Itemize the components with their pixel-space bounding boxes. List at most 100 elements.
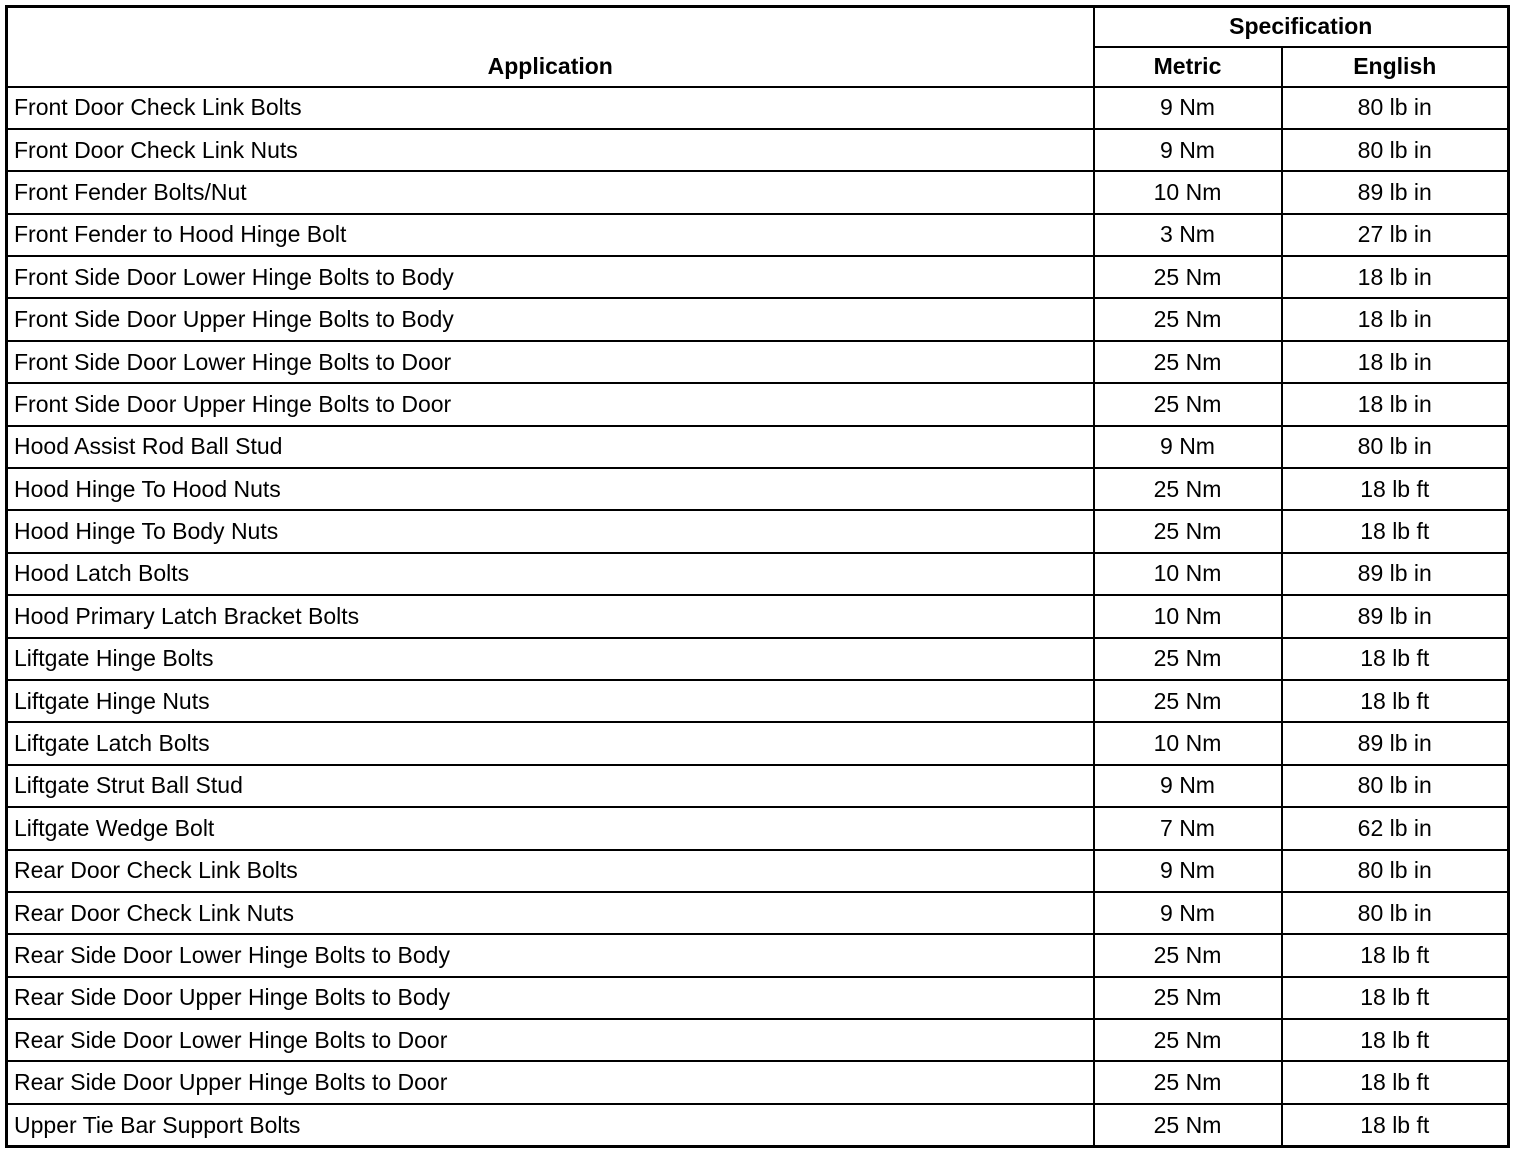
english-cell: 89 lb in <box>1280 721 1510 766</box>
application-header: Application <box>5 5 1095 88</box>
application-cell: Hood Hinge To Body Nuts <box>5 509 1095 554</box>
table-row: Rear Side Door Upper Hinge Bolts to Body… <box>5 975 1510 1021</box>
metric-cell: 10 Nm <box>1092 170 1283 215</box>
table-row: Rear Side Door Lower Hinge Bolts to Door… <box>5 1018 1510 1063</box>
english-cell: 18 lb ft <box>1280 933 1510 978</box>
english-header: English <box>1280 45 1510 88</box>
english-cell: 89 lb in <box>1280 551 1510 597</box>
metric-cell: 7 Nm <box>1092 806 1283 851</box>
english-cell: 18 lb in <box>1280 339 1510 385</box>
english-cell: 80 lb in <box>1280 424 1510 470</box>
application-cell: Hood Hinge To Hood Nuts <box>5 467 1095 512</box>
english-cell: 27 lb in <box>1280 212 1510 258</box>
application-cell: Front Side Door Lower Hinge Bolts to Doo… <box>5 339 1095 385</box>
metric-cell: 25 Nm <box>1092 636 1283 681</box>
application-cell: Front Fender Bolts/Nut <box>5 170 1095 215</box>
table-row: Front Side Door Lower Hinge Bolts to Doo… <box>5 339 1510 385</box>
metric-cell: 9 Nm <box>1092 127 1283 173</box>
table-row: Liftgate Strut Ball Stud 9 Nm 80 lb in <box>5 763 1510 809</box>
metric-cell: 9 Nm <box>1092 848 1283 893</box>
application-cell: Liftgate Hinge Nuts <box>5 678 1095 724</box>
english-cell: 18 lb ft <box>1280 467 1510 512</box>
application-cell: Upper Tie Bar Support Bolts <box>5 1102 1095 1148</box>
metric-cell: 9 Nm <box>1092 424 1283 470</box>
english-cell: 18 lb in <box>1280 382 1510 427</box>
table-row: Rear Door Check Link Nuts 9 Nm 80 lb in <box>5 890 1510 936</box>
metric-cell: 25 Nm <box>1092 297 1283 342</box>
application-cell: Hood Assist Rod Ball Stud <box>5 424 1095 470</box>
metric-cell: 25 Nm <box>1092 678 1283 724</box>
english-cell: 62 lb in <box>1280 806 1510 851</box>
application-cell: Liftgate Strut Ball Stud <box>5 763 1095 809</box>
english-cell: 80 lb in <box>1280 890 1510 936</box>
english-cell: 18 lb ft <box>1280 1102 1510 1148</box>
english-cell: 18 lb in <box>1280 255 1510 300</box>
table-row: Liftgate Hinge Nuts 25 Nm 18 lb ft <box>5 678 1510 724</box>
metric-cell: 25 Nm <box>1092 509 1283 554</box>
table-row: Front Door Check Link Bolts 9 Nm 80 lb in <box>5 85 1510 130</box>
torque-spec-table: Application Specification Metric English… <box>5 5 1510 1149</box>
application-cell: Front Side Door Upper Hinge Bolts to Bod… <box>5 297 1095 342</box>
english-cell: 89 lb in <box>1280 594 1510 639</box>
metric-cell: 25 Nm <box>1092 339 1283 385</box>
table-row: Hood Hinge To Hood Nuts 25 Nm 18 lb ft <box>5 467 1510 512</box>
table-row: Rear Side Door Lower Hinge Bolts to Body… <box>5 933 1510 978</box>
application-cell: Rear Door Check Link Bolts <box>5 848 1095 893</box>
application-cell: Liftgate Hinge Bolts <box>5 636 1095 681</box>
english-cell: 18 lb ft <box>1280 509 1510 554</box>
table-row: Hood Primary Latch Bracket Bolts 10 Nm 89 … <box>5 594 1510 639</box>
application-cell: Liftgate Latch Bolts <box>5 721 1095 766</box>
english-cell: 89 lb in <box>1280 170 1510 215</box>
english-cell: 80 lb in <box>1280 763 1510 809</box>
english-cell: 18 lb ft <box>1280 1018 1510 1063</box>
metric-cell: 25 Nm <box>1092 933 1283 978</box>
metric-cell: 10 Nm <box>1092 551 1283 597</box>
application-cell: Front Side Door Lower Hinge Bolts to Bod… <box>5 255 1095 300</box>
table-row: Front Side Door Upper Hinge Bolts to Bod… <box>5 297 1510 342</box>
metric-cell: 25 Nm <box>1092 1102 1283 1148</box>
english-cell: 18 lb ft <box>1280 975 1510 1021</box>
metric-cell: 25 Nm <box>1092 1060 1283 1105</box>
metric-cell: 25 Nm <box>1092 382 1283 427</box>
table-row: Rear Side Door Upper Hinge Bolts to Door… <box>5 1060 1510 1105</box>
table-row: Front Fender to Hood Hinge Bolt 3 Nm 27 lb… <box>5 212 1510 258</box>
metric-cell: 3 Nm <box>1092 212 1283 258</box>
application-cell: Front Fender to Hood Hinge Bolt <box>5 212 1095 258</box>
application-cell: Rear Side Door Upper Hinge Bolts to Door <box>5 1060 1095 1105</box>
table-row: Front Side Door Lower Hinge Bolts to Bod… <box>5 255 1510 300</box>
table-row: Hood Latch Bolts 10 Nm 89 lb in <box>5 551 1510 597</box>
metric-cell: 25 Nm <box>1092 467 1283 512</box>
table-row: Front Side Door Upper Hinge Bolts to Doo… <box>5 382 1510 427</box>
metric-cell: 9 Nm <box>1092 763 1283 809</box>
metric-cell: 25 Nm <box>1092 975 1283 1021</box>
table-row: Front Fender Bolts/Nut 10 Nm 89 lb in <box>5 170 1510 215</box>
metric-cell: 10 Nm <box>1092 721 1283 766</box>
table-row: Liftgate Latch Bolts 10 Nm 89 lb in <box>5 721 1510 766</box>
application-cell: Hood Primary Latch Bracket Bolts <box>5 594 1095 639</box>
application-cell: Front Side Door Upper Hinge Bolts to Doo… <box>5 382 1095 427</box>
table-row: Front Door Check Link Nuts 9 Nm 80 lb in <box>5 127 1510 173</box>
english-cell: 18 lb ft <box>1280 1060 1510 1105</box>
application-cell: Rear Side Door Lower Hinge Bolts to Body <box>5 933 1095 978</box>
english-cell: 18 lb in <box>1280 297 1510 342</box>
metric-cell: 9 Nm <box>1092 890 1283 936</box>
english-cell: 80 lb in <box>1280 85 1510 130</box>
metric-cell: 9 Nm <box>1092 85 1283 130</box>
english-cell: 80 lb in <box>1280 848 1510 893</box>
application-cell: Front Door Check Link Bolts <box>5 85 1095 130</box>
english-cell: 18 lb ft <box>1280 678 1510 724</box>
metric-cell: 10 Nm <box>1092 594 1283 639</box>
application-cell: Hood Latch Bolts <box>5 551 1095 597</box>
table-row: Rear Door Check Link Bolts 9 Nm 80 lb in <box>5 848 1510 893</box>
table-row: Hood Assist Rod Ball Stud 9 Nm 80 lb in <box>5 424 1510 470</box>
application-cell: Rear Side Door Upper Hinge Bolts to Body <box>5 975 1095 1021</box>
application-cell: Liftgate Wedge Bolt <box>5 806 1095 851</box>
specification-header: Specification <box>1092 5 1510 47</box>
table-row: Liftgate Hinge Bolts 25 Nm 18 lb ft <box>5 636 1510 681</box>
metric-cell: 25 Nm <box>1092 255 1283 300</box>
english-cell: 80 lb in <box>1280 127 1510 173</box>
application-cell: Front Door Check Link Nuts <box>5 127 1095 173</box>
application-cell: Rear Door Check Link Nuts <box>5 890 1095 936</box>
metric-header: Metric <box>1092 45 1283 88</box>
application-cell: Rear Side Door Lower Hinge Bolts to Door <box>5 1018 1095 1063</box>
